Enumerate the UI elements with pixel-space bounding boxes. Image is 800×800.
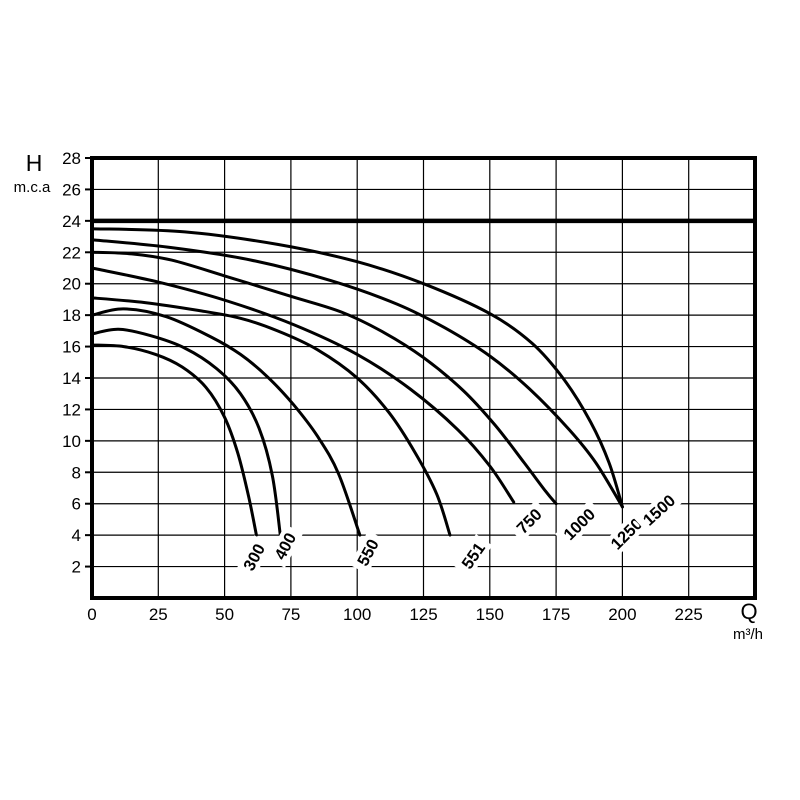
y-tick-label: 16 xyxy=(62,338,81,357)
curve-label-550: 550 xyxy=(349,530,386,575)
curve-750 xyxy=(90,266,516,504)
curve-label-halo xyxy=(634,486,684,534)
x-axis-title: Q xyxy=(740,599,758,624)
curve-label-halo xyxy=(267,524,304,568)
x-tick-label: 75 xyxy=(281,605,300,624)
curve-label-300: 300 xyxy=(236,535,272,579)
x-tick-label: 225 xyxy=(675,605,703,624)
y-tick-label: 28 xyxy=(62,149,81,168)
x-tick-label: 175 xyxy=(542,605,570,624)
y-axis-title: H xyxy=(25,150,43,176)
y-tick-label: 2 xyxy=(72,558,81,577)
curve-300 xyxy=(90,343,258,537)
x-tick-label: 150 xyxy=(476,605,504,624)
curve-label-1000: 1000 xyxy=(555,499,604,549)
y-tick-label: 20 xyxy=(62,275,81,294)
curve-400 xyxy=(90,327,282,537)
curve-550 xyxy=(90,307,362,537)
curve-label-1500: 1500 xyxy=(634,486,684,534)
curve-label-halo xyxy=(508,500,550,542)
y-tick-label: 10 xyxy=(62,432,81,451)
curve-label-halo xyxy=(453,533,493,578)
curve-label-halo xyxy=(236,535,272,579)
y-tick-label: 18 xyxy=(62,306,81,325)
x-tick-label: 50 xyxy=(215,605,234,624)
x-tick-label: 25 xyxy=(149,605,168,624)
x-tick-label: 0 xyxy=(87,605,96,624)
y-tick-label: 4 xyxy=(72,526,81,545)
curve-label-halo xyxy=(349,530,386,575)
gridlines xyxy=(92,158,755,598)
y-tick-label: 6 xyxy=(72,495,81,514)
y-tick-label: 22 xyxy=(62,243,81,262)
y-axis-unit: m.c.a xyxy=(13,179,51,196)
y-tick-label: 12 xyxy=(62,400,81,419)
curve-label-halo xyxy=(555,499,604,549)
x-tick-label: 125 xyxy=(409,605,437,624)
y-tick-label: 8 xyxy=(72,463,81,482)
y-tick-label: 24 xyxy=(62,212,81,231)
x-tick-label: 100 xyxy=(343,605,371,624)
x-tick-label: 200 xyxy=(608,605,636,624)
pump-curves xyxy=(90,227,624,537)
y-tick-label: 14 xyxy=(62,369,81,388)
curve-1250 xyxy=(90,238,624,509)
curve-label-551: 551 xyxy=(453,533,493,578)
curve-551 xyxy=(90,296,452,537)
x-axis-unit: m³/h xyxy=(733,626,763,643)
curve-1500 xyxy=(90,227,624,509)
curve-label-400: 400 xyxy=(267,524,304,568)
y-tick-label: 26 xyxy=(62,180,81,199)
curve-1000 xyxy=(90,250,558,506)
